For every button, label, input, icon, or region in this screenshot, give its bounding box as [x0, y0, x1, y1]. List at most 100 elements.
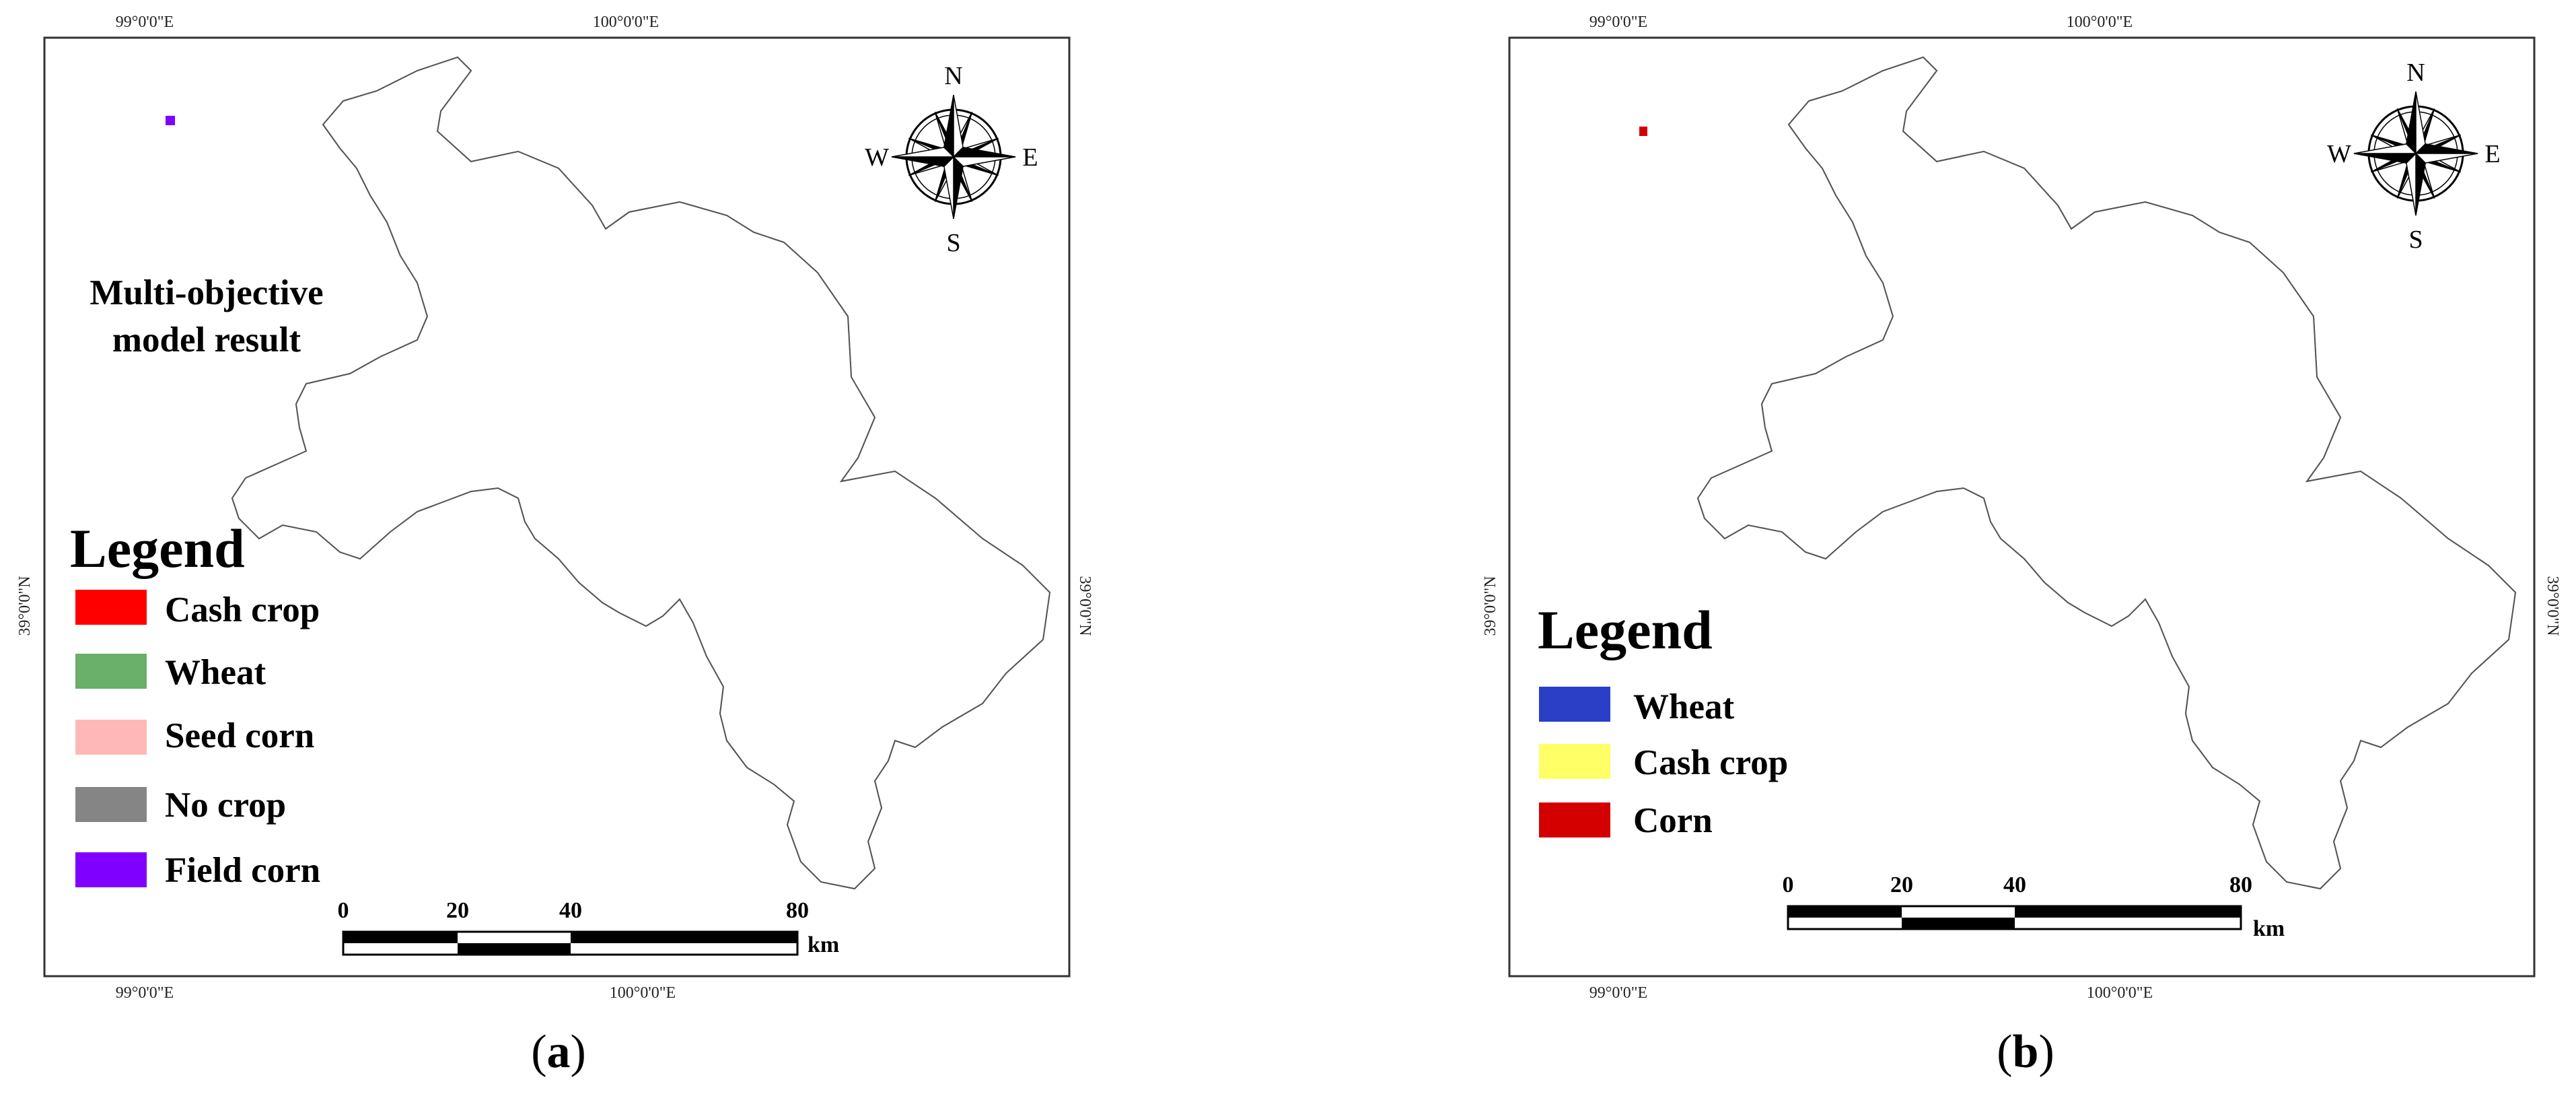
compass-south: S — [946, 229, 960, 257]
compass-east: E — [1022, 143, 1038, 172]
crop-cell — [2454, 724, 2463, 734]
legend-label: Cash crop — [165, 590, 320, 629]
crop-cell — [879, 823, 888, 832]
crop-cell — [1774, 543, 1783, 552]
map-frame — [1508, 36, 2536, 978]
crop-cell — [670, 611, 680, 621]
crop-cell — [2454, 696, 2463, 706]
legend-item-cash-crop: Cash crop — [1539, 743, 1788, 782]
crop-cell — [242, 458, 252, 467]
legend-swatch — [1539, 744, 1610, 779]
coord-label-left: 39°0'0"N — [1482, 576, 1499, 636]
crop-cell — [2339, 831, 2349, 840]
crop-cell — [299, 533, 308, 543]
compass-west: W — [2327, 140, 2351, 168]
coord-label-bottom-left: 99°0'0"E — [1589, 984, 1647, 1002]
legend-label: Field corn — [165, 851, 320, 890]
scale-tick-label: 40 — [2003, 873, 2026, 897]
legend-swatch — [75, 787, 147, 822]
crop-cell — [359, 353, 369, 362]
crop-cell — [2454, 706, 2463, 715]
coord-label-left: 39°0'0"N — [16, 576, 34, 636]
scale-tick-label: 40 — [559, 898, 582, 923]
crop-cell — [713, 687, 723, 696]
legend-item-no-crop: No crop — [75, 786, 286, 825]
panel-caption: (b) — [1997, 1026, 2054, 1078]
study-area-map — [166, 56, 1051, 890]
crop-cell — [318, 543, 327, 552]
isolated-patch — [166, 116, 175, 125]
legend-item-corn: Corn — [1539, 801, 1713, 840]
crop-cell — [642, 630, 651, 640]
legend: Legend Wheat Cash crop Corn — [1538, 599, 1788, 840]
coord-label-top-left: 99°0'0"E — [1589, 13, 1647, 31]
compass-east: E — [2484, 140, 2500, 168]
isolated-patch — [1639, 127, 1647, 136]
legend-label: Wheat — [1633, 687, 1735, 726]
crop-cell — [2353, 762, 2362, 772]
legend-label: No crop — [165, 786, 286, 825]
coord-label-bottom-mid: 100°0'0"E — [2087, 984, 2153, 1002]
legend-item-seed-corn: Seed corn — [75, 716, 314, 755]
legend-item-cash-crop: Cash crop — [75, 590, 320, 629]
coord-label-top-left: 99°0'0"E — [116, 13, 174, 31]
compass-rose: N S E W — [865, 62, 1038, 257]
legend-swatch — [1539, 802, 1610, 837]
scale-unit: km — [808, 932, 839, 957]
compass-west: W — [865, 143, 889, 172]
coord-label-bottom-left: 99°0'0"E — [116, 984, 174, 1002]
crop-cell — [2416, 724, 2425, 734]
crop-cell — [2435, 724, 2444, 734]
legend: Legend Cash crop Wheat Seed corn No crop… — [70, 518, 320, 890]
legend-item-field-corn: Field corn — [75, 851, 320, 890]
panel-caption: (a) — [531, 1026, 586, 1078]
crop-cell — [271, 543, 280, 552]
map-title-line-2: model result — [112, 320, 301, 360]
panel-a: 99°0'0"E 100°0'0"E 99°0'0"E 100°0'0"E 39… — [16, 13, 1094, 1078]
scale-tick-label: 80 — [2229, 873, 2252, 897]
legend-swatch — [1539, 687, 1610, 722]
scale-bar: 0 20 40 80 km — [338, 898, 840, 957]
map-title: Multi-objective model result — [90, 273, 323, 360]
legend-item-wheat: Wheat — [75, 653, 266, 692]
scale-tick-label: 20 — [1890, 873, 1913, 897]
legend-label: Seed corn — [165, 716, 314, 755]
scale-tick-label: 0 — [1783, 873, 1794, 897]
scale-unit: km — [2253, 916, 2285, 941]
crop-cell — [271, 533, 280, 543]
coord-label-right: 39°0'0"N — [1076, 576, 1094, 636]
crop-cell — [2454, 715, 2463, 724]
crop-cell — [1708, 543, 1717, 552]
compass-north: N — [2406, 59, 2425, 87]
crop-cell — [1774, 533, 1783, 543]
legend-title: Legend — [1538, 599, 1713, 660]
legend-swatch — [75, 852, 147, 887]
coord-label-right: 39°0'0"N — [2544, 576, 2561, 636]
map-title-line-1: Multi-objective — [90, 273, 323, 312]
legend-label: Corn — [1633, 801, 1713, 840]
map-frame — [43, 36, 1071, 978]
crop-cell — [1708, 458, 1717, 467]
crop-cell — [2444, 706, 2454, 715]
compass-north: N — [944, 62, 962, 90]
crop-cell — [280, 533, 289, 543]
crop-cell — [308, 543, 318, 552]
scale-bar: 0 20 40 80 km — [1783, 873, 2285, 941]
crop-cell — [2435, 715, 2444, 724]
crop-cell — [2444, 715, 2454, 724]
scale-tick-label: 20 — [446, 898, 469, 923]
legend-item-wheat: Wheat — [1539, 687, 1735, 726]
crop-cell — [2444, 724, 2454, 734]
legend-label: Wheat — [165, 653, 266, 692]
coord-label-top-mid: 100°0'0"E — [593, 13, 659, 31]
legend-title: Legend — [70, 518, 245, 579]
compass-icon — [891, 94, 1016, 219]
crop-cell — [680, 630, 689, 640]
scale-tick-label: 80 — [786, 898, 809, 923]
crop-cell — [393, 543, 402, 552]
legend-swatch — [75, 654, 147, 689]
panel-b: 99°0'0"E 100°0'0"E 99°0'0"E 100°0'0"E 39… — [1482, 13, 2561, 1078]
compass-icon — [2353, 91, 2478, 216]
coord-label-top-mid: 100°0'0"E — [2067, 13, 2133, 31]
